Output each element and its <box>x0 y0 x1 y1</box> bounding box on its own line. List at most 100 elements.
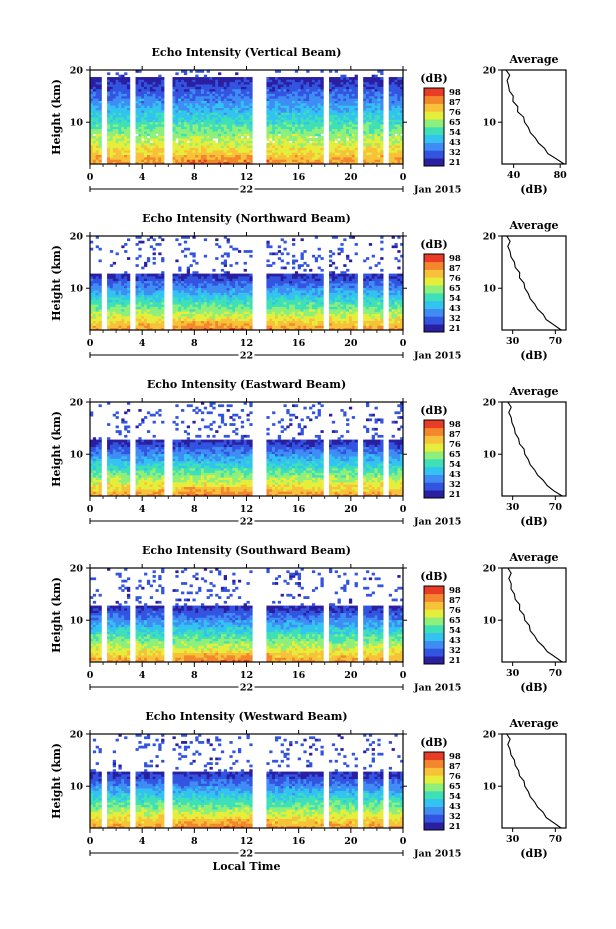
heatmap-cell <box>95 299 99 303</box>
heatmap-cell <box>266 88 270 92</box>
heatmap-cell <box>223 100 227 104</box>
heatmap-cell <box>317 320 321 324</box>
heatmap-cell <box>161 145 165 148</box>
heatmap-cell <box>400 311 404 314</box>
heatmap-cell <box>109 131 114 134</box>
heatmap-cell <box>146 301 151 305</box>
heatmap-cell <box>175 318 179 321</box>
heatmap-cell <box>309 306 313 310</box>
heatmap-cell <box>232 142 236 146</box>
heatmap-cell <box>303 119 307 123</box>
heatmap-cell <box>374 135 378 139</box>
heatmap-cell <box>306 107 310 111</box>
heatmap-cell <box>203 299 208 303</box>
heatmap-cell <box>200 79 205 83</box>
heatmap-cell <box>346 81 350 85</box>
heatmap-cell <box>218 152 222 155</box>
heatmap-cell <box>337 304 341 307</box>
heatmap-cell <box>317 325 321 329</box>
heatmap-cell <box>121 84 125 87</box>
heatmap-cell <box>149 133 153 137</box>
heatmap-cell <box>363 86 367 90</box>
heatmap-cell <box>237 138 242 141</box>
heatmap-cell <box>229 140 233 144</box>
heatmap-cell <box>377 294 381 298</box>
heatmap-cell <box>98 109 102 113</box>
heatmap-cell <box>371 124 375 127</box>
heatmap-cell <box>223 294 227 298</box>
heatmap-cell <box>246 133 250 137</box>
heatmap-cell <box>300 124 304 127</box>
heatmap-cell <box>90 77 94 80</box>
heatmap-cell <box>306 159 310 163</box>
heatmap-cell <box>115 112 119 116</box>
heatmap-cell <box>300 154 304 158</box>
heatmap-cell <box>368 117 373 120</box>
heatmap-cell <box>141 100 145 104</box>
heatmap-cell <box>266 301 270 305</box>
heatmap-cell <box>172 290 176 293</box>
heatmap-cell <box>314 304 319 307</box>
heatmap-cell <box>377 114 381 118</box>
heatmap-cell <box>274 138 279 141</box>
heatmap-cell <box>215 159 219 163</box>
heatmap-cell <box>178 124 182 127</box>
heatmap-cell <box>394 311 398 314</box>
heatmap-cell <box>314 301 319 305</box>
heatmap-cell <box>306 102 310 106</box>
heatmap-cell <box>283 91 287 94</box>
heatmap-cell <box>246 308 250 312</box>
heatmap-cell <box>368 297 373 300</box>
heatmap-cell <box>289 159 293 163</box>
heatmap-cell <box>152 156 156 160</box>
heatmap-cell <box>124 109 128 113</box>
heatmap-cell <box>388 311 393 314</box>
heatmap-cell <box>366 105 370 108</box>
heatmap-cell <box>223 315 227 319</box>
heatmap-cell <box>289 112 293 116</box>
heatmap-cell <box>212 128 216 132</box>
heatmap-cell <box>340 119 344 123</box>
heatmap-cell <box>309 161 313 165</box>
heatmap-cell <box>90 100 94 104</box>
heatmap-cell <box>337 142 341 146</box>
heatmap-cell <box>289 304 293 307</box>
heatmap-cell <box>189 154 193 158</box>
heatmap-cell <box>346 135 350 139</box>
heatmap-cell <box>363 131 367 134</box>
heatmap-cell <box>243 128 247 132</box>
heatmap-cell <box>203 140 208 144</box>
heatmap-cell <box>289 138 293 141</box>
heatmap-cell <box>90 306 94 310</box>
heatmap-cell <box>118 93 122 97</box>
heatmap-cell <box>249 156 253 160</box>
heatmap-cell <box>297 145 301 148</box>
heatmap-cell <box>141 88 145 92</box>
heatmap-cell <box>212 86 216 90</box>
heatmap-cell <box>243 93 247 97</box>
heatmap-cell <box>277 107 282 111</box>
heatmap-cell <box>297 327 301 331</box>
heatmap-cell <box>195 77 199 80</box>
heatmap-cell <box>226 320 230 324</box>
heatmap-cell <box>189 117 193 120</box>
heatmap-cell <box>277 138 282 141</box>
heatmap-cell <box>277 320 282 324</box>
heatmap-cell <box>186 88 190 92</box>
heatmap-cell <box>331 77 336 80</box>
heatmap-cell <box>138 107 142 111</box>
heatmap-cell <box>351 119 356 123</box>
heatmap-cell <box>240 93 245 97</box>
heatmap-cell <box>314 119 319 123</box>
heatmap-cell <box>229 138 233 141</box>
heatmap-cell <box>348 138 353 141</box>
heatmap-cell <box>95 145 99 148</box>
heatmap-cell <box>269 145 273 148</box>
heatmap-cell <box>118 119 122 123</box>
heatmap-cell <box>146 318 151 321</box>
heatmap-cell <box>343 135 347 139</box>
heatmap-cell <box>232 161 236 165</box>
heatmap-cell <box>146 159 151 163</box>
heatmap-cell <box>397 91 401 94</box>
heatmap-cell <box>311 109 316 113</box>
